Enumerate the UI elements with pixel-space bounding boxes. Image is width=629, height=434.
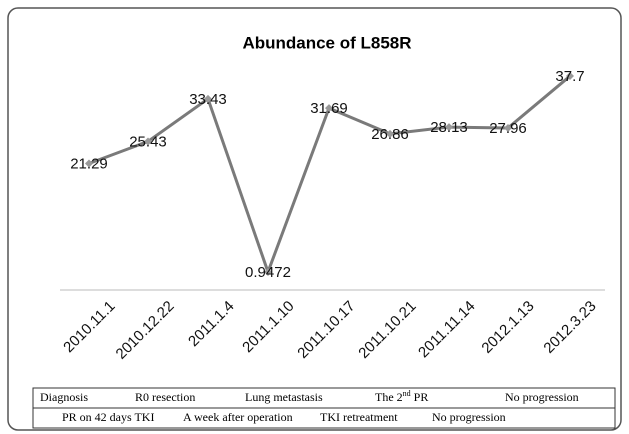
data-label: 33.43 bbox=[189, 91, 227, 108]
data-label: 27.96 bbox=[489, 120, 527, 137]
x-tick-label: 2010.11.1 bbox=[60, 298, 118, 356]
data-point bbox=[204, 94, 212, 103]
table-cell: A week after operation bbox=[183, 410, 293, 424]
cell-text: The 2 bbox=[375, 390, 403, 404]
table-cell: Lung metastasis bbox=[245, 390, 323, 404]
data-point bbox=[144, 137, 152, 146]
table-cell: R0 resection bbox=[135, 390, 195, 404]
data-point bbox=[85, 159, 93, 168]
cell-superscript: nd bbox=[403, 389, 411, 398]
x-tick-label: 2011.1.4 bbox=[185, 298, 238, 351]
data-label: 25.43 bbox=[129, 133, 167, 150]
table-cell: No progression bbox=[432, 410, 506, 424]
data-label: 26.86 bbox=[371, 126, 409, 143]
table-cell: Diagnosis bbox=[40, 390, 88, 404]
x-tick-label: 2011.10.21 bbox=[355, 298, 419, 362]
data-point bbox=[386, 129, 394, 138]
x-tick-label: 2011.11.14 bbox=[415, 298, 479, 362]
x-tick-label: 2011.10.17 bbox=[294, 298, 358, 362]
data-label: 0.9472 bbox=[245, 264, 291, 281]
data-label: 37.7 bbox=[555, 68, 584, 85]
cell-text: PR bbox=[411, 390, 429, 404]
x-tick-label: 2010.12.22 bbox=[113, 298, 178, 363]
frame bbox=[7, 7, 622, 431]
x-tick-label: 2012.1.13 bbox=[478, 298, 537, 357]
data-point bbox=[445, 123, 453, 132]
data-label: 28.13 bbox=[430, 119, 468, 136]
table-cell: The 2nd PR bbox=[375, 389, 428, 404]
table-cell: TKI retreatment bbox=[320, 410, 398, 424]
chart-title: Abundance of L858R bbox=[242, 33, 411, 52]
table-cell: No progression bbox=[505, 390, 579, 404]
x-tick-label: 2012.3.23 bbox=[540, 298, 599, 357]
data-point bbox=[325, 104, 333, 113]
data-point bbox=[566, 72, 574, 81]
x-tick-label: 2011.1.10 bbox=[239, 298, 297, 356]
table-cell: PR on 42 days TKI bbox=[62, 410, 154, 424]
data-point bbox=[264, 267, 272, 276]
data-label: 21.29 bbox=[70, 155, 108, 172]
data-point bbox=[504, 123, 512, 132]
data-label: 31.69 bbox=[310, 100, 348, 117]
